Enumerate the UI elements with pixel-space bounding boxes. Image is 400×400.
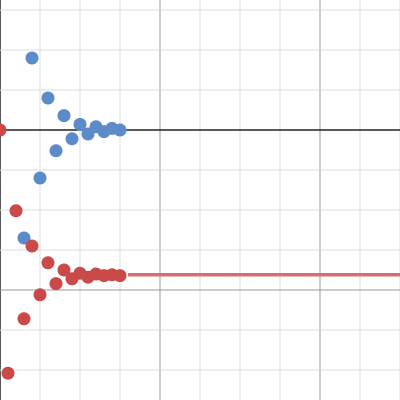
point	[49, 277, 63, 291]
point	[33, 288, 47, 302]
point	[57, 263, 71, 277]
point	[41, 91, 55, 105]
point	[49, 144, 63, 158]
point	[65, 132, 79, 146]
point	[17, 312, 31, 326]
point	[9, 204, 23, 218]
point	[73, 117, 87, 131]
point	[0, 123, 7, 137]
point	[25, 51, 39, 65]
point	[41, 256, 55, 270]
point	[33, 171, 47, 185]
point	[113, 269, 127, 283]
point	[25, 239, 39, 253]
point	[1, 366, 15, 380]
point	[57, 109, 71, 123]
point	[113, 123, 127, 137]
point	[17, 231, 31, 245]
